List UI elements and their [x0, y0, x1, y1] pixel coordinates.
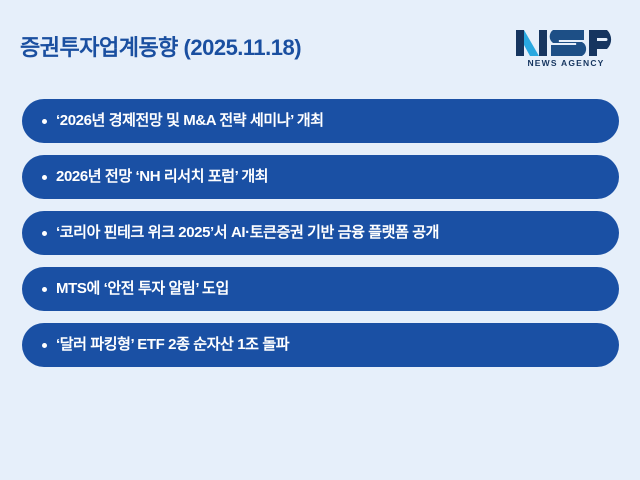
headline-text: ‘코리아 핀테크 위크 2025’서 AI·토큰증권 기반 금융 플랫폼 공개	[56, 223, 440, 241]
page-title: 증권투자업계동향 (2025.11.18)	[20, 34, 302, 60]
bullet-dot-icon	[42, 343, 47, 348]
slide-header: 증권투자업계동향 (2025.11.18) NEWS AGENCY	[0, 18, 640, 78]
headline-text: 2026년 전망 ‘NH 리서치 포럼’ 개최	[56, 167, 269, 185]
headline-list: ‘2026년 경제전망 및 M&A 전략 세미나’ 개최 2026년 전망 ‘N…	[22, 99, 619, 367]
headline-item-3[interactable]: ‘코리아 핀테크 위크 2025’서 AI·토큰증권 기반 금융 플랫폼 공개	[22, 211, 619, 255]
nsp-logo: NEWS AGENCY	[510, 28, 622, 68]
headline-item-5[interactable]: ‘달러 파킹형’ ETF 2종 순자산 1조 돌파	[22, 323, 619, 367]
nsp-logo-subtitle: NEWS AGENCY	[527, 58, 605, 69]
headline-text: ‘2026년 경제전망 및 M&A 전략 세미나’ 개최	[56, 111, 324, 129]
headline-item-1[interactable]: ‘2026년 경제전망 및 M&A 전략 세미나’ 개최	[22, 99, 619, 143]
headline-item-2[interactable]: 2026년 전망 ‘NH 리서치 포럼’ 개최	[22, 155, 619, 199]
bullet-dot-icon	[42, 119, 47, 124]
bullet-dot-icon	[42, 231, 47, 236]
headline-text: ‘달러 파킹형’ ETF 2종 순자산 1조 돌파	[56, 335, 290, 353]
bullet-dot-icon	[42, 287, 47, 292]
headline-item-4[interactable]: MTS에 ‘안전 투자 알림’ 도입	[22, 267, 619, 311]
headline-text: MTS에 ‘안전 투자 알림’ 도입	[56, 279, 229, 297]
bullet-dot-icon	[42, 175, 47, 180]
nsp-logo-icon	[516, 30, 612, 57]
